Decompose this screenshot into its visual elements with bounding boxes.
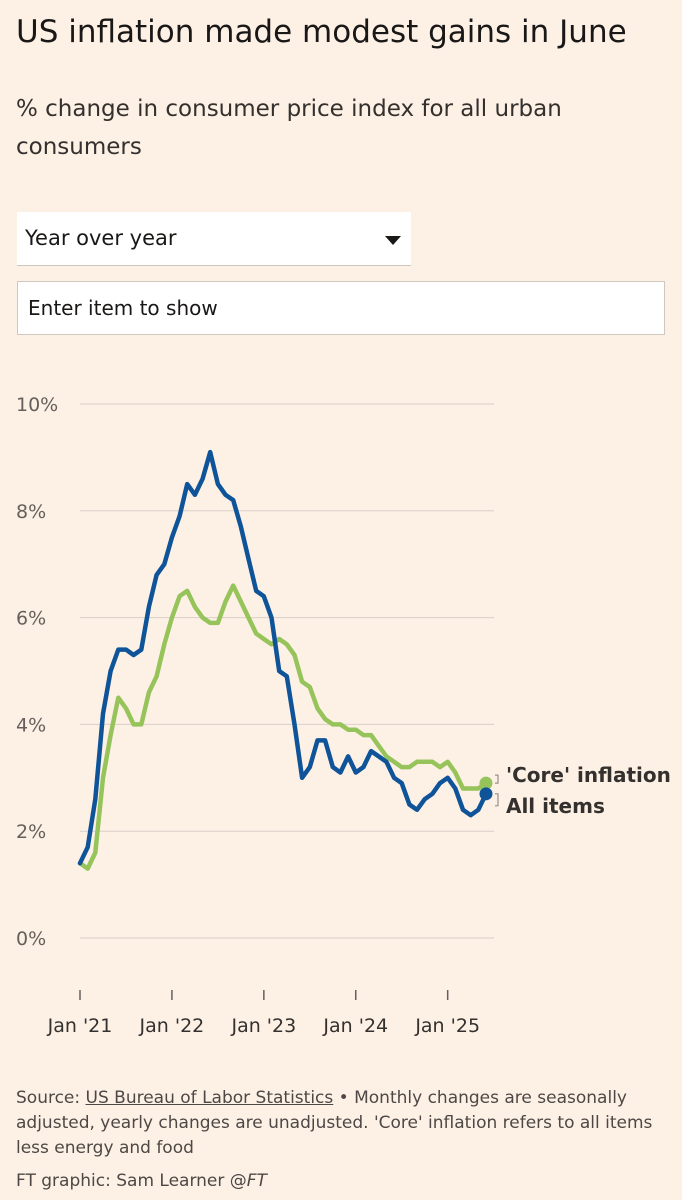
- credit-handle: FT: [246, 1171, 267, 1191]
- series-end-point-all-items: [479, 787, 493, 801]
- x-tick-label: Jan '24: [322, 1015, 388, 1037]
- x-tick-label: Jan '23: [230, 1015, 296, 1037]
- label-leader-core: [494, 774, 499, 784]
- y-tick-label: 2%: [16, 821, 46, 843]
- graphic-credit: FT graphic: Sam Learner @FT: [16, 1169, 267, 1194]
- series-line-all-items: [77, 449, 489, 866]
- y-tick-label: 4%: [16, 714, 46, 736]
- x-tick-label: Jan '25: [414, 1015, 480, 1037]
- source-note: Source: US Bureau of Labor Statistics • …: [16, 1086, 666, 1161]
- source-link[interactable]: US Bureau of Labor Statistics: [85, 1088, 334, 1108]
- chart-title: US inflation made modest gains in June: [16, 14, 627, 50]
- chart-subtitle: % change in consumer price index for all…: [16, 96, 562, 160]
- measure-dropdown-value: Year over year: [25, 226, 177, 250]
- series-end-point-core: [479, 776, 493, 790]
- credit-text: FT graphic: Sam Learner @: [16, 1171, 247, 1191]
- line-chart: 0% 2% 4% 6% 8% 10% Jan '21 Jan '22 Jan '23 Jan '…: [16, 394, 671, 1037]
- y-tick-label: 10%: [16, 394, 58, 416]
- series-label-all-items: All items: [506, 794, 605, 818]
- source-prefix: Source:: [16, 1088, 86, 1108]
- series-line-core: [77, 583, 489, 871]
- source-description: • Monthly changes are seasonally adjuste…: [16, 1088, 653, 1158]
- x-tick-label: Jan '21: [47, 1015, 113, 1037]
- y-tick-label: 8%: [16, 501, 46, 523]
- series-label-core: 'Core' inflation: [506, 763, 671, 787]
- chevron-down-icon[interactable]: [385, 236, 401, 245]
- x-tick-label: Jan '22: [139, 1015, 205, 1037]
- y-tick-label: 0%: [16, 928, 46, 950]
- item-search-input[interactable]: [17, 281, 665, 335]
- y-tick-label: 6%: [16, 608, 46, 630]
- measure-dropdown[interactable]: Year over year: [17, 212, 411, 266]
- label-leader-all-items: [494, 793, 499, 807]
